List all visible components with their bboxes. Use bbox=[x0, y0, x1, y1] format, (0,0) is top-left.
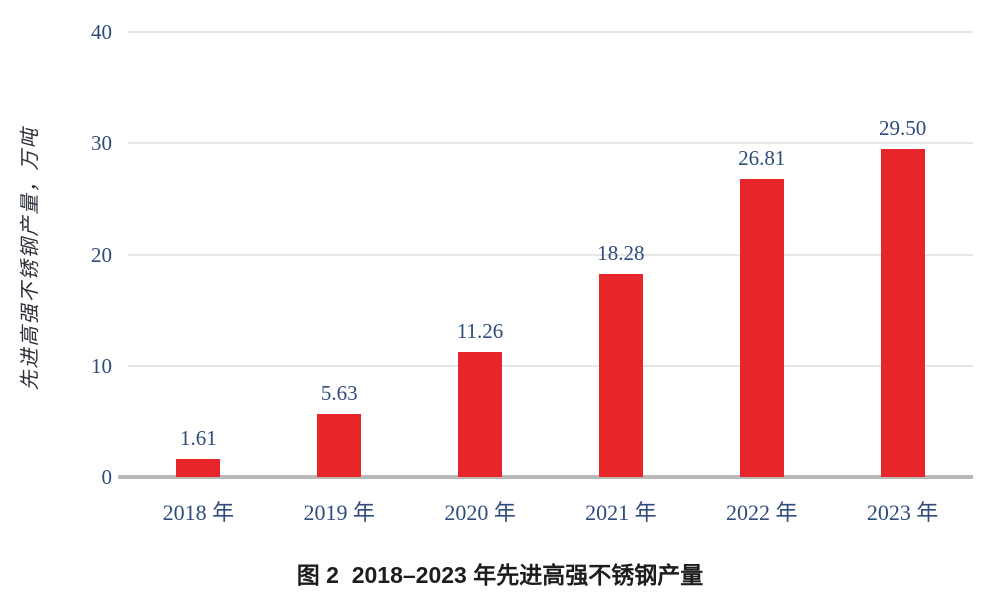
bar-value-label-2020年: 11.26 bbox=[456, 318, 504, 343]
bar-2018年 bbox=[176, 459, 221, 477]
y-tick-label-30: 30 bbox=[91, 131, 112, 156]
gridline-40 bbox=[128, 31, 973, 33]
gridline-20 bbox=[128, 253, 973, 256]
bar-2021年 bbox=[598, 273, 643, 477]
bar-value-label-2023年: 29.50 bbox=[878, 115, 927, 140]
bar-value-label-2019年: 5.63 bbox=[320, 381, 358, 406]
x-axis-labels: 2018 年 2019 年 2020 年 2021 年 2022 年 2023 年 bbox=[128, 495, 973, 529]
bar-2022年 bbox=[739, 178, 784, 477]
y-tick-label-10: 10 bbox=[91, 353, 112, 378]
bar-slot-2023年: 29.50 bbox=[832, 32, 973, 477]
x-axis-line bbox=[118, 475, 973, 479]
y-tick-label-0: 0 bbox=[101, 465, 113, 489]
x-axis-label-2023年: 2023 年 bbox=[866, 500, 939, 525]
bar-2023年 bbox=[880, 148, 925, 477]
bar-value-label-2022年: 26.81 bbox=[738, 145, 786, 170]
plot-area: 1.61 5.63 11.26 18.28 26.81 29.50 bbox=[118, 31, 973, 479]
y-tick-label-40: 40 bbox=[91, 20, 112, 44]
bar-slot-2018年: 1.61 bbox=[128, 32, 269, 477]
x-axis-label-2018年: 2018 年 bbox=[162, 500, 235, 525]
y-tick-label-20: 20 bbox=[91, 242, 112, 267]
bar-2019年 bbox=[317, 414, 362, 477]
x-axis-label-2020年: 2020 年 bbox=[444, 500, 516, 525]
x-axis-label-2021年: 2021 年 bbox=[585, 500, 657, 525]
x-axis-label-2019年: 2019 年 bbox=[303, 500, 375, 525]
bar-slot-2022年: 26.81 bbox=[691, 32, 832, 477]
y-axis-ticks: 0 10 20 30 40 bbox=[0, 21, 118, 488]
bar-2020年 bbox=[458, 351, 503, 477]
x-axis-label-2022年: 2022 年 bbox=[725, 500, 798, 525]
bar-slot-2021年: 18.28 bbox=[551, 32, 692, 477]
bar-value-label-2018年: 1.61 bbox=[180, 426, 217, 451]
bar-slot-2019年: 5.63 bbox=[269, 32, 410, 477]
bar-value-label-2021年: 18.28 bbox=[597, 240, 645, 265]
gridline-30 bbox=[128, 142, 973, 145]
bar-slot-2020年: 11.26 bbox=[410, 32, 551, 477]
figure-caption: 图 2 2018–2023 年先进高强不锈钢产量 bbox=[296, 562, 704, 588]
gridline-10 bbox=[128, 364, 973, 367]
